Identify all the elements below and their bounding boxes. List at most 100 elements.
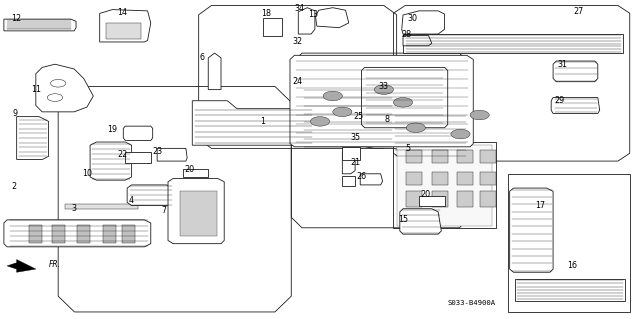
Text: 24: 24 (292, 77, 303, 86)
Polygon shape (402, 11, 445, 34)
Circle shape (333, 107, 352, 117)
Text: 29: 29 (554, 96, 564, 105)
Text: 19: 19 (108, 125, 118, 134)
Polygon shape (168, 179, 224, 244)
Polygon shape (403, 34, 623, 53)
Text: 5: 5 (405, 144, 410, 153)
Text: 9: 9 (12, 109, 17, 118)
Polygon shape (362, 67, 448, 128)
Polygon shape (4, 220, 151, 247)
Bar (77, 225, 90, 243)
Polygon shape (397, 145, 492, 226)
Bar (508, 174, 630, 312)
Polygon shape (127, 185, 173, 205)
Text: 4: 4 (129, 196, 134, 205)
Polygon shape (551, 98, 600, 114)
Polygon shape (458, 191, 473, 207)
Text: 14: 14 (117, 8, 127, 17)
Polygon shape (509, 188, 553, 272)
Polygon shape (360, 174, 383, 185)
Polygon shape (157, 148, 187, 161)
Circle shape (374, 85, 394, 94)
Text: 11: 11 (31, 85, 41, 94)
Text: 23: 23 (152, 147, 162, 156)
Polygon shape (106, 23, 141, 39)
Text: 25: 25 (353, 112, 364, 121)
Bar (394, 142, 495, 228)
Circle shape (470, 110, 489, 120)
Text: 33: 33 (379, 82, 389, 91)
Polygon shape (406, 150, 422, 163)
Polygon shape (458, 172, 473, 185)
Polygon shape (36, 64, 93, 112)
Text: 16: 16 (567, 261, 577, 271)
Bar (52, 225, 65, 243)
Polygon shape (342, 176, 355, 187)
Polygon shape (342, 136, 362, 145)
Bar (103, 225, 116, 243)
Polygon shape (65, 204, 138, 209)
Polygon shape (342, 152, 355, 174)
Text: 30: 30 (408, 14, 417, 23)
Text: FR.: FR. (49, 260, 61, 270)
Circle shape (394, 98, 413, 107)
Text: 21: 21 (350, 158, 360, 167)
Polygon shape (406, 191, 422, 207)
Text: 31: 31 (557, 60, 568, 69)
Polygon shape (419, 196, 445, 205)
Text: 35: 35 (350, 133, 360, 142)
Polygon shape (298, 8, 315, 34)
Polygon shape (342, 147, 360, 160)
Text: 3: 3 (72, 204, 77, 213)
Text: 7: 7 (161, 206, 166, 215)
Text: 13: 13 (308, 11, 319, 19)
Text: 18: 18 (260, 9, 271, 18)
Text: 8: 8 (385, 115, 390, 124)
Text: 12: 12 (12, 14, 22, 23)
Polygon shape (553, 61, 598, 82)
Bar (29, 225, 42, 243)
Polygon shape (90, 142, 132, 180)
Polygon shape (479, 150, 495, 163)
Polygon shape (17, 117, 49, 160)
Polygon shape (400, 209, 442, 234)
Text: 20: 20 (184, 165, 194, 174)
Polygon shape (182, 169, 208, 177)
Polygon shape (262, 18, 282, 36)
Text: 2: 2 (11, 182, 16, 191)
Polygon shape (208, 53, 221, 90)
Circle shape (323, 91, 342, 101)
Text: 6: 6 (199, 53, 204, 62)
Text: 10: 10 (82, 169, 92, 178)
Polygon shape (316, 8, 349, 28)
Polygon shape (301, 86, 394, 148)
Polygon shape (406, 172, 422, 185)
Text: 17: 17 (535, 201, 545, 210)
Circle shape (451, 129, 470, 139)
Polygon shape (432, 172, 448, 185)
Text: 27: 27 (573, 7, 584, 16)
Polygon shape (192, 101, 317, 145)
Text: 34: 34 (294, 4, 304, 13)
Text: 1: 1 (260, 117, 265, 126)
Polygon shape (432, 150, 448, 163)
Polygon shape (479, 191, 495, 207)
Bar (122, 225, 135, 243)
Polygon shape (403, 36, 432, 46)
Polygon shape (458, 150, 473, 163)
Text: 26: 26 (356, 173, 367, 182)
Polygon shape (179, 191, 216, 236)
Text: 15: 15 (398, 215, 408, 224)
Polygon shape (124, 126, 153, 140)
Polygon shape (7, 260, 36, 272)
Text: 28: 28 (401, 30, 412, 39)
Polygon shape (290, 55, 473, 147)
Text: 32: 32 (292, 38, 303, 47)
Text: S033-B4900A: S033-B4900A (448, 300, 496, 306)
Polygon shape (432, 191, 448, 207)
Polygon shape (479, 172, 495, 185)
Polygon shape (4, 19, 76, 31)
Circle shape (406, 123, 426, 132)
Text: 20: 20 (420, 190, 431, 199)
Circle shape (310, 117, 330, 126)
